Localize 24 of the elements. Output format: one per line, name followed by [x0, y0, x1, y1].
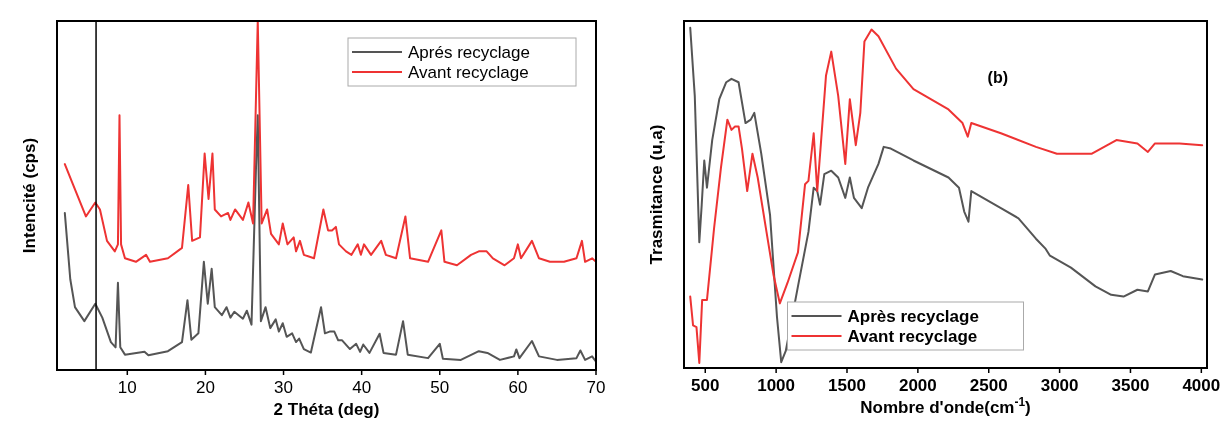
x-tick-label: 2500 — [969, 376, 1008, 395]
x-tick-label: 3500 — [1111, 376, 1150, 395]
y-axis-title: Intencité (cps) — [20, 137, 39, 254]
x-tick-label: 4000 — [1182, 376, 1221, 395]
x-tick-label: 70 — [586, 378, 606, 397]
x-tick-label: 1000 — [757, 376, 796, 395]
y-axis-title: Trasmitance (u,a) — [647, 124, 666, 265]
x-tick-label: 10 — [117, 378, 137, 397]
x-tick-label: 50 — [430, 378, 450, 397]
x-axis-title: Nombre d'onde(cm$^{-1}$) — [860, 395, 1031, 417]
x-tick-label: 20 — [195, 378, 215, 397]
x-tick-label: 2000 — [898, 376, 937, 395]
x-tick-label: 30 — [274, 378, 293, 397]
x-tick-label: 60 — [508, 378, 528, 397]
legend-label: Avant recyclage — [408, 63, 529, 82]
legend-label: Après recyclage — [847, 307, 979, 326]
annotation: (b) — [987, 69, 1009, 86]
x-axis-title: 2 Théta (deg) — [273, 400, 380, 419]
x-tick-label: 500 — [691, 376, 720, 395]
x-tick-label: 3000 — [1040, 376, 1079, 395]
legend-label: Avant recyclage — [847, 327, 978, 346]
x-tick-label: 40 — [352, 378, 372, 397]
x-tick-label: 1500 — [828, 376, 866, 395]
legend-label: Aprés recyclage — [408, 43, 530, 62]
